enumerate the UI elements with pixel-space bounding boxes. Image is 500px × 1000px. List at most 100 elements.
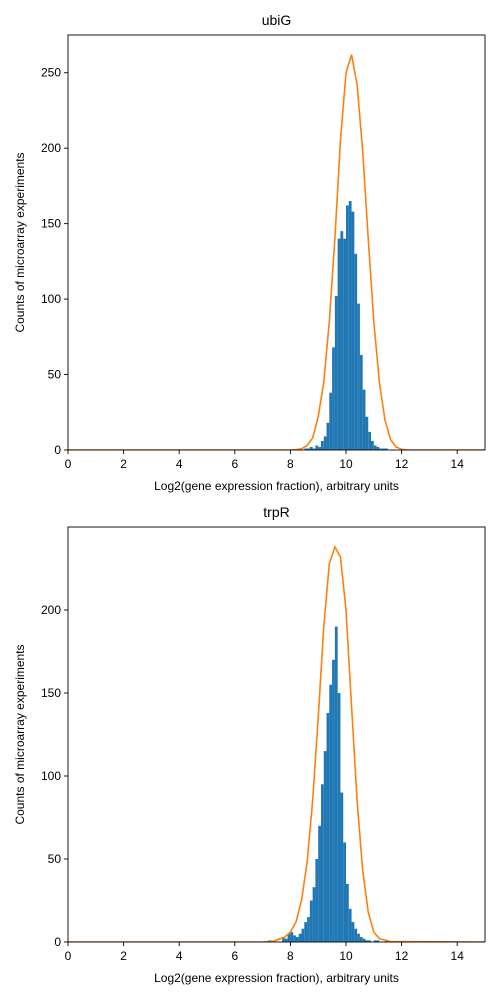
histogram-bar	[346, 883, 349, 942]
histogram-bar	[368, 940, 372, 942]
x-tick-label: 2	[120, 457, 127, 471]
y-axis-label: Counts of microarray experiments	[13, 152, 27, 332]
x-tick-label: 4	[176, 457, 183, 471]
histogram-bar	[365, 940, 369, 942]
x-tick-label: 6	[231, 949, 238, 963]
x-tick-label: 0	[65, 949, 72, 963]
histogram-bar	[337, 238, 341, 450]
axes-frame	[67, 34, 486, 451]
histogram-bar	[334, 296, 338, 450]
histogram-bar	[287, 933, 291, 942]
histogram-bar	[315, 445, 319, 450]
histogram-bar	[357, 303, 360, 450]
x-tick-label: 10	[339, 949, 353, 963]
histogram-bar	[315, 859, 319, 942]
axes-frame	[67, 526, 486, 943]
histogram-bar	[309, 446, 313, 450]
histogram-bar	[359, 937, 363, 942]
chart-title: ubiG	[262, 12, 292, 28]
fit-curve-line	[68, 54, 485, 450]
histogram-bar	[332, 347, 335, 450]
histogram-bar	[348, 201, 352, 450]
histogram-bar	[354, 928, 358, 942]
histogram-bar	[346, 205, 349, 450]
histogram-bar	[384, 448, 388, 450]
histogram-bar	[326, 712, 330, 942]
x-tick-label: 14	[451, 949, 465, 963]
histogram-bar	[376, 940, 380, 942]
histogram-bar	[309, 900, 313, 942]
x-tick-label: 8	[287, 949, 294, 963]
y-tick-label: 0	[54, 935, 61, 949]
x-axis-label: Log2(gene expression fraction), arbitrar…	[154, 479, 399, 493]
histogram-bar	[293, 935, 296, 942]
histogram-bar	[373, 940, 377, 942]
x-tick-label: 6	[231, 457, 238, 471]
plot-area	[68, 54, 485, 450]
histogram-bar	[298, 933, 302, 942]
y-tick-label: 200	[41, 603, 61, 617]
histogram-bar	[343, 842, 346, 942]
x-tick-label: 2	[120, 949, 127, 963]
histogram-panel-trpR: 0 2 4 6 8 10 12 14 0 50 100 150 200 trpR Log2(gene exp…	[13, 504, 486, 985]
histogram-bar	[323, 751, 327, 942]
histogram-bar	[329, 684, 333, 942]
histogram-bar	[290, 932, 294, 942]
histogram-bar	[304, 448, 308, 450]
histogram-bar	[318, 825, 321, 942]
histogram-bar	[354, 253, 358, 450]
x-tick-label: 8	[287, 457, 294, 471]
plot-area	[68, 544, 485, 942]
x-tick-label: 12	[395, 949, 409, 963]
histogram-bar	[371, 440, 374, 450]
x-tick-label: 4	[176, 949, 183, 963]
x-axis-label: Log2(gene expression fraction), arbitrar…	[154, 971, 399, 985]
histogram-bar	[307, 448, 310, 450]
histogram-bar	[343, 238, 346, 450]
y-tick-label: 50	[48, 852, 62, 866]
histogram-panel-ubiG: 0 2 4 6 8 10 12 14 0 50 100 150 200 250 ubiG Log2(gene …	[13, 12, 486, 493]
histogram-bar	[357, 933, 360, 942]
x-tick-label: 10	[339, 457, 353, 471]
y-tick-label: 250	[41, 66, 61, 80]
histogram-bar	[334, 626, 338, 942]
histogram-bar	[284, 938, 288, 942]
y-tick-label: 0	[54, 443, 61, 457]
histogram-bar	[312, 448, 316, 450]
histogram-bar	[301, 928, 305, 942]
histogram-bar	[348, 908, 352, 942]
histogram-bar	[368, 431, 372, 450]
histogram-bar	[376, 446, 380, 450]
x-tick-label: 0	[65, 457, 72, 471]
y-tick-label: 100	[41, 769, 61, 783]
histogram-bar	[340, 231, 344, 450]
y-tick-label: 150	[41, 686, 61, 700]
histogram-bar	[337, 693, 341, 942]
histogram-bar	[365, 416, 369, 450]
y-tick-label: 200	[41, 141, 61, 155]
histogram-bar	[295, 937, 299, 942]
histogram-bar	[318, 446, 321, 450]
histogram-bar	[379, 448, 383, 450]
y-axis-label: Counts of microarray experiments	[13, 644, 27, 824]
histogram-bar	[312, 887, 316, 942]
x-tick-label: 14	[451, 457, 465, 471]
histogram-bar	[282, 937, 285, 942]
histogram-bar	[340, 792, 344, 942]
histogram-bar	[320, 440, 324, 450]
histogram-bar	[304, 922, 308, 942]
histogram-bar	[373, 445, 377, 450]
histogram-bar	[329, 392, 333, 450]
x-tick-label: 12	[395, 457, 409, 471]
y-tick-label: 100	[41, 292, 61, 306]
fit-curve-line	[68, 544, 485, 942]
histogram-bar	[351, 211, 355, 450]
histogram-bar	[351, 922, 355, 942]
y-tick-label: 150	[41, 217, 61, 231]
y-tick-label: 50	[48, 368, 62, 382]
chart-title: trpR	[263, 504, 289, 520]
histogram-bar	[382, 448, 385, 450]
histogram-bar	[323, 436, 327, 450]
histogram-bar	[320, 784, 324, 942]
